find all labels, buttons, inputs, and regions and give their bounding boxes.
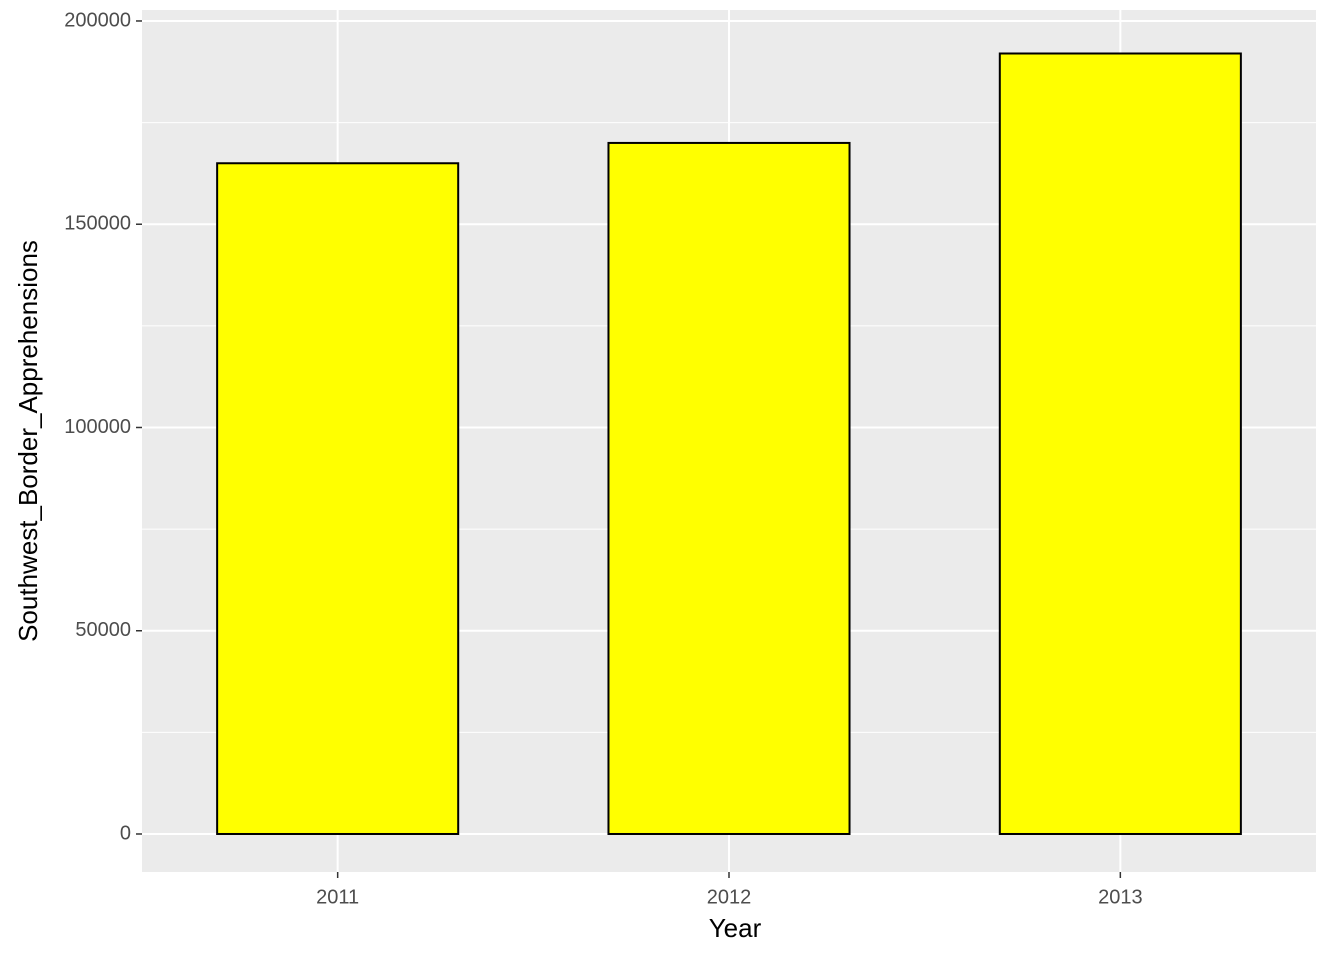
bar [998, 52, 1242, 835]
x-tick-label: 2012 [707, 886, 752, 908]
bar [216, 162, 460, 835]
y-tick-label: 100000 [64, 416, 131, 438]
x-tick-label: 2013 [1098, 886, 1143, 908]
y-tick-label: 50000 [75, 619, 131, 641]
y-tick-label: 0 [120, 822, 131, 844]
y-tick-label: 150000 [64, 213, 131, 235]
y-axis-title: Southwest_Border_Apprehensions [13, 240, 43, 642]
bar [607, 141, 851, 835]
x-axis-title: Year [709, 913, 762, 943]
y-tick-label: 200000 [64, 9, 131, 31]
x-tick-label: 2011 [316, 886, 359, 908]
